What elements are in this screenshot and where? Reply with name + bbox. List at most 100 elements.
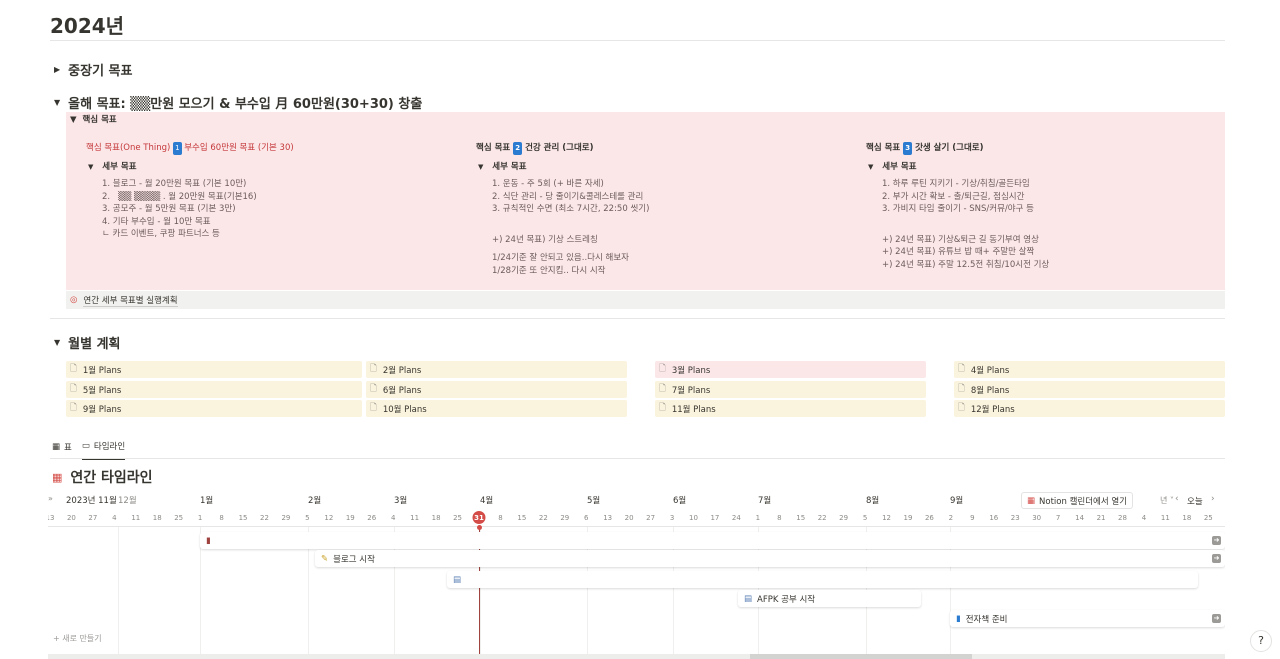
- week-label: 23: [1010, 514, 1020, 522]
- week-label: 12: [324, 514, 334, 522]
- week-label: 24: [731, 514, 741, 522]
- week-label: 5: [862, 514, 868, 522]
- prev-icon[interactable]: ‹: [1175, 494, 1179, 504]
- month-label: 4월: [480, 496, 494, 506]
- month-label: 2023년 11월: [66, 496, 117, 506]
- week-label: 25: [174, 514, 184, 522]
- week-label: 11: [131, 514, 141, 522]
- goal-item: 2. 부가 시간 확보 - 출/퇴근길, 점심시간: [882, 191, 1025, 202]
- plan-page-6[interactable]: 🗋 6월 Plans: [366, 381, 627, 398]
- toggle-year-goal[interactable]: ▼ 올해 목표: ▒▒만원 모으기 & 부수입 月 60만원(30+30) 창출: [54, 93, 422, 112]
- callout-link[interactable]: 연간 세부 목표별 실행계획: [83, 295, 178, 307]
- timeline-title: ▦ 연간 타임라인: [52, 467, 153, 487]
- today-button[interactable]: 오늘: [1187, 497, 1203, 507]
- next-icon[interactable]: ›: [1211, 494, 1215, 504]
- open-arrow-icon[interactable]: ➜: [1212, 554, 1221, 563]
- week-label: 25: [1203, 514, 1213, 522]
- tab-timeline[interactable]: ▭ 타임라인: [81, 440, 126, 460]
- tab-table[interactable]: ▦ 표: [52, 440, 72, 460]
- week-label: 18: [1182, 514, 1192, 522]
- detail-toggle[interactable]: ▼ 세부 목표: [868, 161, 917, 172]
- scale-label: 년: [1160, 496, 1168, 505]
- timeline-item[interactable]: ▤: [447, 571, 1198, 588]
- plan-page-10[interactable]: 🗋 10월 Plans: [366, 400, 627, 417]
- toggle-label: 월별 계획: [68, 337, 121, 352]
- toggle-label: 중장기 목표: [68, 64, 133, 79]
- plan-page-3[interactable]: 🗋 3월 Plans: [655, 361, 926, 378]
- plan-page-11[interactable]: 🗋 11월 Plans: [655, 400, 926, 417]
- toggle-midterm[interactable]: ▶ 중장기 목표: [54, 60, 132, 79]
- week-label: 5: [305, 514, 310, 522]
- core-goals-block: ▼ 핵심 목표 핵심 목표(One Thing) 1 부수입 60만원 목표 (…: [66, 112, 1225, 290]
- toggle-label: 올해 목표: ▒▒만원 모으기 & 부수입 月 60만원(30+30) 창출: [68, 97, 423, 112]
- help-button[interactable]: ?: [1250, 630, 1272, 652]
- page-icon: 🗋: [70, 363, 77, 374]
- timeline-item[interactable]: ▮ ➜: [200, 532, 1225, 549]
- week-label: 16: [989, 514, 999, 522]
- item-icon: ▮: [956, 613, 961, 624]
- scale-select[interactable]: 년 ˅: [1160, 496, 1174, 505]
- goal-note: +) 24년 목표) 기상&퇴근 길 동기부여 영상: [882, 234, 1039, 245]
- plan-page-7[interactable]: 🗋 7월 Plans: [655, 381, 926, 398]
- week-label: 9: [970, 514, 975, 522]
- goal-item: 3. 가비지 타임 줄이기 - SNS/커뮤/야구 등: [882, 204, 1034, 214]
- plan-page-8[interactable]: 🗋 8월 Plans: [954, 381, 1225, 398]
- week-label: 2: [948, 514, 954, 522]
- divider: [50, 318, 1225, 319]
- timeline-item[interactable]: ▮ 전자책 준비 ➜: [950, 610, 1225, 627]
- horizontal-scrollbar[interactable]: [48, 654, 1225, 659]
- plan-page-9[interactable]: 🗋 9월 Plans: [66, 400, 362, 417]
- core-toggle[interactable]: ▼ 핵심 목표: [70, 115, 117, 125]
- calendar-icon: ▦: [52, 470, 63, 484]
- plan-page-4[interactable]: 🗋 4월 Plans: [954, 361, 1225, 378]
- collapse-icon[interactable]: »: [48, 494, 53, 503]
- plan-label: 2월 Plans: [382, 365, 422, 376]
- plan-label: 11월 Plans: [671, 404, 716, 415]
- week-label: 6: [584, 514, 589, 522]
- item-label: AFPK 공부 시작: [757, 594, 816, 605]
- detail-toggle[interactable]: ▼ 세부 목표: [88, 161, 137, 172]
- plan-page-2[interactable]: 🗋 2월 Plans: [366, 361, 627, 378]
- new-item-button[interactable]: + 새로 만들기: [53, 634, 102, 643]
- number-badge: 1: [173, 142, 182, 155]
- item-icon: ▤: [453, 574, 462, 585]
- plan-label: 7월 Plans: [671, 385, 711, 396]
- triangle-down-icon: ▼: [54, 338, 61, 347]
- timeline-item[interactable]: ▤ AFPK 공부 시작: [738, 590, 921, 607]
- number-badge: 2: [513, 142, 523, 155]
- page-icon: 🗋: [659, 402, 666, 413]
- week-label: 12: [882, 514, 892, 522]
- page-icon: 🗋: [370, 383, 377, 394]
- scrollbar-thumb[interactable]: [750, 654, 972, 659]
- plan-page-5[interactable]: 🗋 5월 Plans: [66, 381, 362, 398]
- goal-title: 부수입 60만원 목표 (기본 30): [184, 143, 294, 153]
- plan-page-1[interactable]: 🗋 1월 Plans: [66, 361, 362, 378]
- week-label: 8: [219, 514, 224, 522]
- goal-prefix: 핵심 목표(One Thing): [86, 143, 171, 153]
- timeline-item[interactable]: ✎ 블로그 시작 ➜: [315, 550, 1225, 567]
- number-badge: 3: [903, 142, 913, 155]
- view-tabs: ▦ 표 ▭ 타임라인: [52, 440, 126, 460]
- toggle-monthly[interactable]: ▼ 월별 계획: [54, 333, 121, 352]
- open-notion-calendar-button[interactable]: ▦ Notion 캘린더에서 열기: [1021, 492, 1134, 509]
- page-title: 2024년: [50, 14, 125, 38]
- open-arrow-icon[interactable]: ➜: [1212, 614, 1221, 623]
- month-label: 8월: [866, 496, 880, 506]
- triangle-down-icon: ▼: [54, 98, 61, 107]
- open-arrow-icon[interactable]: ➜: [1212, 536, 1221, 545]
- button-label: Notion 캘린더에서 열기: [1039, 496, 1128, 507]
- page-icon: 🗋: [659, 383, 666, 394]
- plan-page-12[interactable]: 🗋 12월 Plans: [954, 400, 1225, 417]
- timeline[interactable]: 2023년 11월12월1월2월3월4월5월6월7월8월9월1320274111…: [48, 490, 1225, 659]
- goal-item: 1. 블로그 - 월 20만원 목표 (기본 10만): [102, 179, 247, 189]
- callout-execution-plan[interactable]: ◎ 연간 세부 목표별 실행계획: [66, 291, 1225, 309]
- item-icon: ▮: [206, 535, 211, 546]
- month-gridline: [394, 526, 395, 659]
- page-icon: 🗋: [958, 363, 965, 374]
- week-label: 22: [817, 514, 827, 522]
- detail-label: 세부 목표: [882, 161, 917, 172]
- week-label: 13: [48, 514, 55, 522]
- page-icon: 🗋: [659, 363, 666, 374]
- today-dot: [477, 525, 482, 530]
- detail-toggle[interactable]: ▼ 세부 목표: [478, 161, 527, 172]
